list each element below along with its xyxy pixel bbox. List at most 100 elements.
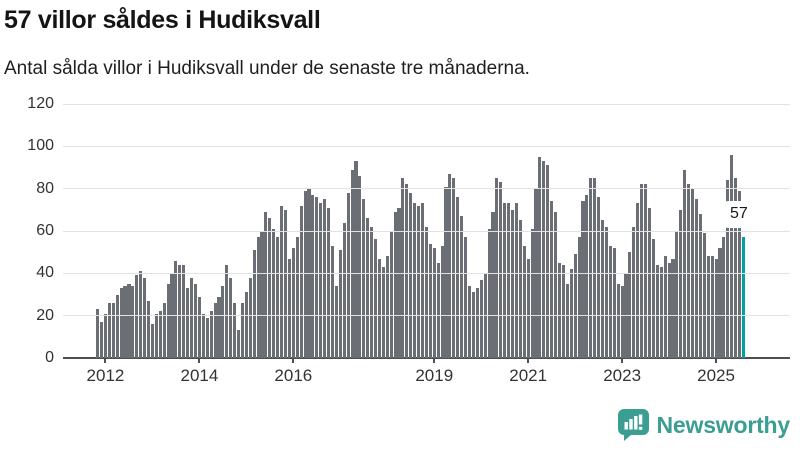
- bar: [276, 237, 280, 358]
- bar: [464, 237, 468, 358]
- bar: [499, 182, 503, 358]
- bar: [679, 209, 683, 358]
- bar: [409, 192, 413, 358]
- bar: [229, 277, 233, 358]
- gridline: [63, 103, 790, 105]
- bar: [334, 286, 338, 358]
- bar: [608, 245, 612, 358]
- bar: [675, 231, 679, 358]
- bar: [405, 184, 409, 358]
- bar: [146, 300, 151, 358]
- bar: [154, 313, 158, 358]
- bar: [616, 283, 620, 358]
- x-tick-label: 2019: [415, 366, 454, 385]
- y-tick-label: 0: [45, 349, 54, 366]
- x-tick-label: 2021: [509, 366, 548, 385]
- bar: [315, 197, 319, 358]
- bar: [710, 256, 714, 358]
- bar: [256, 237, 260, 358]
- bar: [248, 277, 252, 358]
- y-tick-label: 40: [36, 264, 54, 282]
- bar: [123, 286, 127, 358]
- brand-footer: Newsworthy: [617, 408, 790, 442]
- bar: [651, 239, 655, 358]
- bar: [503, 203, 507, 358]
- bar: [636, 203, 640, 358]
- bar: [350, 169, 354, 358]
- bar: [193, 283, 198, 358]
- bar: [510, 209, 515, 358]
- bar: [115, 294, 119, 358]
- bar: [640, 184, 644, 358]
- bar: [667, 262, 671, 358]
- bar: [150, 324, 154, 358]
- bar: [158, 311, 162, 358]
- plot-area: [63, 103, 790, 359]
- bar: [287, 258, 291, 358]
- y-tick-label: 120: [27, 95, 54, 112]
- bar: [264, 211, 268, 358]
- bar: [452, 178, 456, 358]
- bar: [217, 296, 221, 358]
- bar: [213, 302, 217, 358]
- bar: [448, 173, 452, 358]
- bar: [280, 205, 284, 358]
- bar: [221, 286, 225, 358]
- bar: [260, 231, 264, 358]
- bar: [655, 264, 659, 358]
- bar: [143, 277, 147, 358]
- bar: [96, 309, 100, 358]
- bar: [401, 178, 405, 358]
- bar: [233, 302, 237, 358]
- bar: [393, 211, 397, 358]
- bar: [268, 218, 272, 358]
- bar: [514, 203, 518, 358]
- bar: [561, 264, 565, 358]
- bar: [131, 286, 135, 358]
- x-tick-label: 2012: [86, 366, 125, 385]
- bar: [174, 260, 178, 358]
- bar: [413, 203, 417, 358]
- bar: [601, 220, 605, 358]
- bar: [162, 302, 166, 358]
- bar: [240, 302, 244, 358]
- bar: [475, 288, 479, 358]
- bar: [354, 161, 358, 358]
- bar: [323, 199, 327, 358]
- bar: [644, 184, 648, 358]
- bar: [190, 277, 194, 358]
- bar: [107, 302, 111, 358]
- bar: [460, 216, 464, 358]
- bar: [377, 258, 381, 358]
- brand-name: Newsworthy: [656, 411, 791, 438]
- bar: [119, 288, 123, 358]
- bar: [111, 302, 115, 358]
- gridline: [63, 272, 790, 274]
- gridline: [63, 188, 790, 190]
- x-tick-label: 2016: [274, 366, 313, 385]
- x-tick-mark: [527, 358, 530, 363]
- bar: [295, 237, 299, 358]
- bar: [730, 154, 734, 358]
- bar: [581, 201, 585, 358]
- bar: [440, 245, 444, 358]
- bar: [342, 222, 346, 358]
- bar: [244, 292, 248, 358]
- bar: [100, 322, 104, 358]
- bar: [444, 186, 448, 358]
- bar: [734, 178, 738, 358]
- x-tick-label: 2014: [180, 366, 219, 385]
- bar: [647, 207, 652, 358]
- bar: [671, 258, 675, 358]
- bar: [272, 228, 276, 358]
- bar: [612, 247, 616, 358]
- bar: [569, 269, 573, 358]
- x-tick-mark: [433, 358, 436, 363]
- bar: [698, 214, 702, 358]
- bar: [550, 201, 554, 358]
- bar: [225, 264, 229, 358]
- bar: [135, 275, 139, 358]
- bar: [659, 266, 663, 358]
- bar: [456, 197, 460, 358]
- bar: [620, 286, 624, 358]
